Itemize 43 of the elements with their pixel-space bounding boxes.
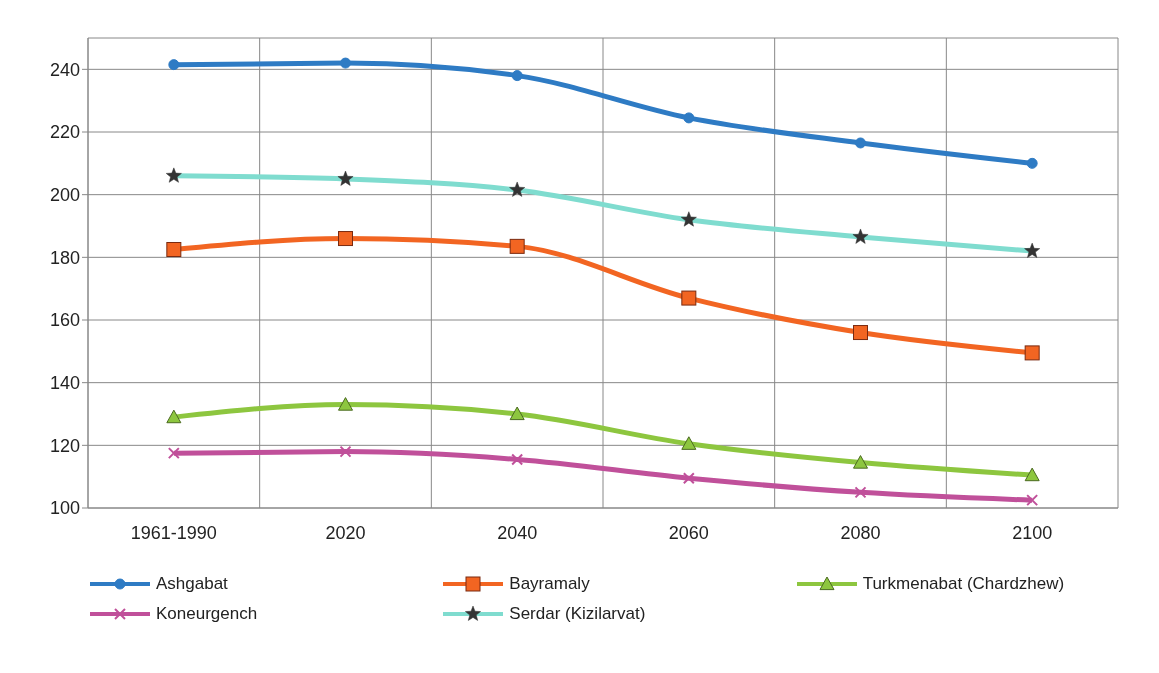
- legend-label: Serdar (Kizilarvat): [509, 604, 646, 624]
- point: [168, 59, 180, 71]
- point: [1026, 157, 1038, 169]
- point: [340, 57, 351, 69]
- y-tick-label: 240: [49, 59, 80, 80]
- point: [1024, 467, 1040, 482]
- x-tick-label: 1961-1990: [130, 522, 217, 543]
- point: [682, 472, 695, 485]
- y-tick-label: 200: [49, 185, 80, 206]
- x-tick-label: 2040: [497, 522, 538, 543]
- point: [853, 325, 868, 341]
- legend-label: Ashgabat: [156, 574, 228, 594]
- x-tick-label: 2100: [1012, 522, 1053, 543]
- x-tick-label: 2080: [840, 522, 881, 543]
- legend-label: Koneurgench: [156, 604, 258, 624]
- point: [855, 137, 866, 149]
- point: [854, 486, 867, 499]
- point: [339, 445, 352, 458]
- point: [1024, 345, 1040, 361]
- point: [167, 447, 180, 460]
- point: [1026, 494, 1039, 507]
- y-tick-label: 140: [49, 373, 80, 394]
- point: [681, 290, 697, 306]
- point: [338, 231, 353, 247]
- y-tick-label: 100: [49, 498, 80, 519]
- point: [338, 397, 353, 411]
- point: [683, 112, 695, 124]
- x-tick-label: 2020: [325, 522, 366, 543]
- legend-label: Turkmenabat (Chardzhew): [862, 574, 1065, 594]
- y-tick-label: 160: [49, 310, 80, 331]
- point: [509, 406, 525, 421]
- y-tick-label: 220: [49, 122, 80, 143]
- point: [166, 242, 182, 257]
- point: [166, 409, 182, 424]
- y-tick-label: 180: [49, 247, 80, 268]
- legend-label: Bayramaly: [509, 574, 590, 594]
- point: [853, 455, 868, 469]
- x-tick-label: 2060: [668, 522, 709, 543]
- y-tick-label: 120: [49, 435, 80, 456]
- point: [681, 436, 697, 450]
- point: [511, 453, 524, 466]
- point: [509, 238, 525, 254]
- point: [511, 70, 523, 82]
